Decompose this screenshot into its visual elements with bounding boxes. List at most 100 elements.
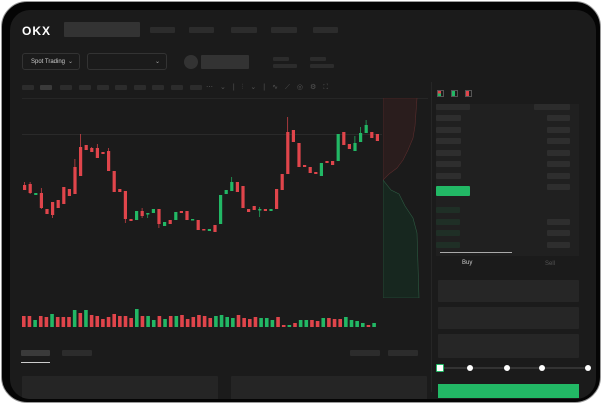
timeframe-button[interactable]: [40, 85, 52, 90]
total-input[interactable]: [438, 334, 579, 358]
filter-button[interactable]: [388, 350, 418, 356]
tab-order-history[interactable]: [62, 350, 92, 356]
search-bar[interactable]: [64, 22, 140, 37]
stat-value: [310, 64, 334, 68]
nav-item[interactable]: [271, 27, 297, 33]
candle: [252, 206, 256, 210]
candle: [56, 200, 60, 208]
candle: [179, 211, 183, 213]
slider-stop[interactable]: [585, 365, 591, 371]
candle: [79, 147, 83, 176]
volume-bar: [259, 318, 263, 327]
both-sides-icon[interactable]: [437, 90, 444, 97]
orderbook-header: [534, 104, 570, 110]
market-type-label: Spot Trading: [31, 58, 66, 65]
app-screen: OKX Spot Trading ⌄ ⌄ ⋯⌄|⫶⌄|∿⟋◎⚙⛶ Buy Sell: [10, 10, 596, 399]
volume-bar: [310, 320, 314, 327]
volume-bar: [112, 314, 116, 327]
timeframe-button[interactable]: [171, 85, 183, 90]
assets-card: [22, 376, 218, 399]
volume-bar: [349, 320, 354, 327]
orderbook-header: [436, 104, 470, 110]
candle: [107, 151, 111, 171]
candle: [230, 182, 234, 191]
ask-row-price: [436, 150, 461, 156]
candle: [353, 143, 357, 151]
timeframe-button[interactable]: [152, 85, 164, 90]
tab-indicator: [440, 252, 512, 253]
buy-button[interactable]: [438, 384, 579, 398]
volume-bar: [84, 310, 88, 327]
amount-slider[interactable]: [440, 367, 590, 369]
volume-bar: [236, 315, 241, 327]
bid-row-size: [547, 242, 570, 248]
volume-bar: [163, 319, 167, 327]
candle: [269, 209, 273, 211]
bids-only-icon[interactable]: [451, 90, 458, 97]
candle: [235, 182, 239, 192]
orderbook-view-toggle[interactable]: [435, 90, 585, 98]
candle: [291, 130, 295, 142]
candle: [325, 161, 329, 163]
volume-bar: [151, 320, 156, 327]
nav-item[interactable]: [150, 27, 175, 33]
timeframe-button[interactable]: [190, 85, 202, 90]
candle: [112, 171, 116, 192]
tab-open-orders[interactable]: [21, 350, 50, 356]
chevron-down-icon: ⌄: [67, 59, 73, 65]
volume-bar: [168, 316, 173, 327]
volume-bar: [344, 317, 348, 327]
candle: [319, 163, 323, 176]
candle: [73, 167, 77, 194]
slider-stop[interactable]: [504, 365, 510, 371]
depth-chart: [383, 98, 420, 298]
nav-item[interactable]: [313, 27, 338, 33]
candle: [308, 167, 312, 173]
nav-item[interactable]: [189, 27, 214, 33]
ask-row-price: [436, 115, 461, 121]
ask-row-size: [547, 127, 570, 133]
chart-tools[interactable]: ⋯⌄|⫶⌄|∿⟋◎⚙⛶: [206, 84, 336, 91]
volume-bar: [270, 320, 275, 327]
candle: [241, 186, 245, 208]
candlestick-chart[interactable]: [10, 10, 430, 340]
market-type-select[interactable]: Spot Trading ⌄: [22, 53, 80, 70]
filter-button[interactable]: [350, 350, 380, 356]
ask-row-price: [436, 173, 461, 179]
candle: [375, 134, 379, 141]
volume-bar: [95, 316, 100, 327]
timeframe-button[interactable]: [79, 85, 91, 90]
volume-bar: [253, 317, 258, 327]
candle: [314, 172, 318, 174]
nav-item[interactable]: [231, 27, 257, 33]
volume-bar: [321, 318, 326, 327]
asks-only-icon[interactable]: [465, 90, 472, 97]
volume-bar: [293, 323, 297, 327]
candle: [146, 213, 150, 215]
tab-indicator: [21, 362, 50, 363]
candle: [45, 209, 49, 214]
tab-buy[interactable]: Buy: [462, 260, 473, 266]
pair-select[interactable]: ⌄: [87, 53, 167, 70]
stat-value: [273, 64, 297, 68]
volume-bar: [361, 323, 365, 327]
timeframe-button[interactable]: [22, 85, 34, 90]
slider-stop[interactable]: [539, 365, 545, 371]
slider-handle[interactable]: [436, 364, 444, 372]
orderbook: [436, 104, 579, 256]
candle: [101, 152, 105, 154]
amount-input[interactable]: [438, 307, 579, 329]
timeframe-button[interactable]: [115, 85, 127, 90]
timeframe-button[interactable]: [60, 85, 72, 90]
timeframe-button[interactable]: [134, 85, 146, 90]
timeframe-button[interactable]: [97, 85, 109, 90]
volume-bar: [129, 318, 133, 327]
volume-bar: [315, 321, 320, 327]
candle: [347, 144, 351, 149]
candle: [51, 202, 55, 215]
volume-bar: [72, 310, 77, 327]
price-input[interactable]: [438, 280, 579, 302]
slider-stop[interactable]: [467, 365, 473, 371]
candle: [151, 209, 155, 213]
tab-sell[interactable]: Sell: [545, 261, 556, 267]
